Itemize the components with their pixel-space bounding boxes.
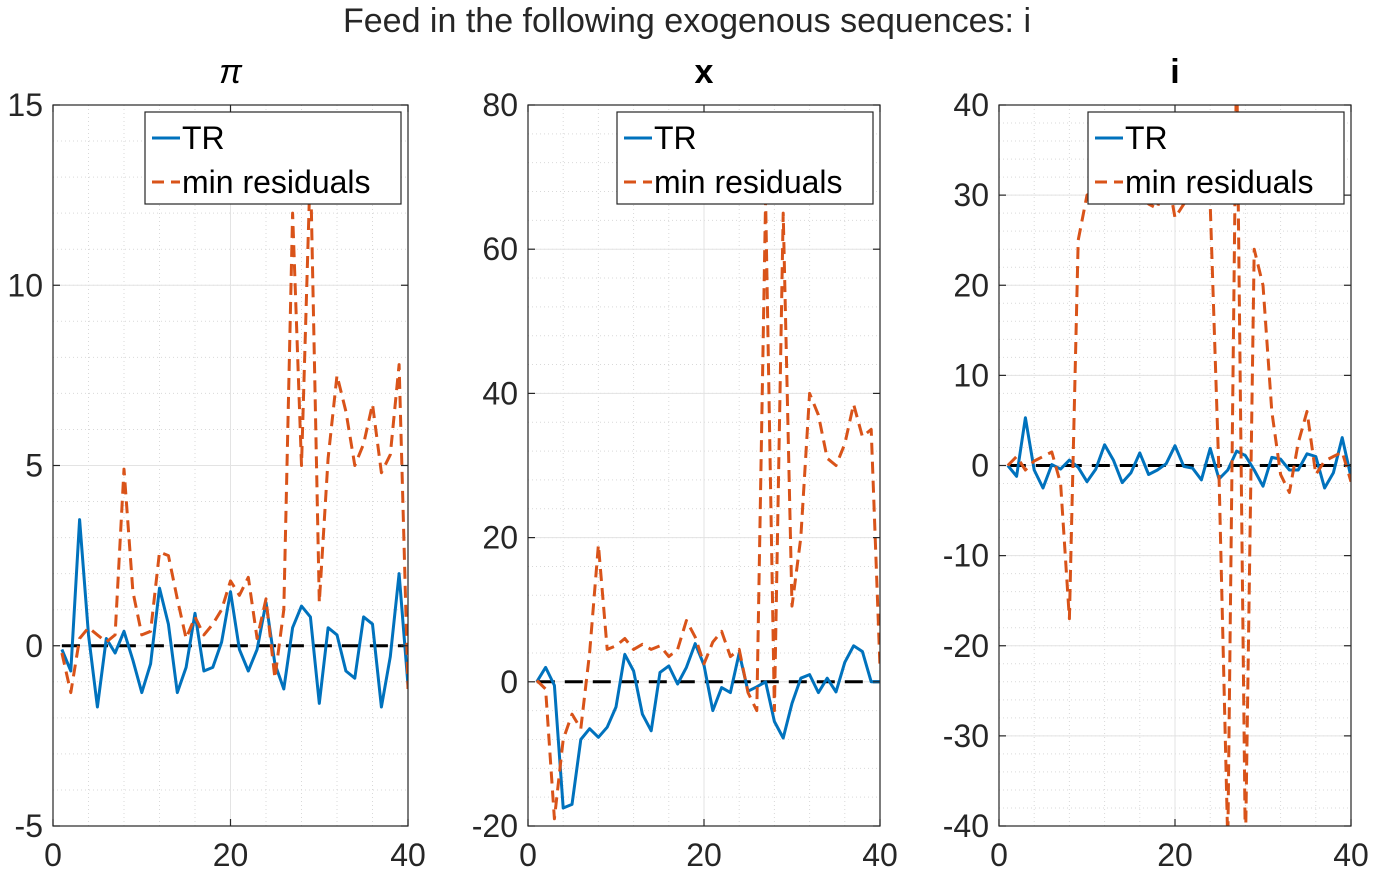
series-group <box>1006 105 1351 826</box>
y-tick-label: -20 <box>472 808 518 844</box>
y-tick-label: 10 <box>953 357 989 393</box>
y-tick-label: 30 <box>953 177 989 213</box>
y-tick-label: -5 <box>15 808 43 844</box>
subplot-title: i <box>1170 53 1179 91</box>
y-tick-label: -10 <box>943 538 989 574</box>
subplot-3: 0 20 40 -40 -30 -20 -10 0 10 20 30 40 iTR min residua… <box>943 53 1369 873</box>
x-tick-label: 20 <box>213 837 249 873</box>
series-group <box>60 161 408 709</box>
x-tick-label: 40 <box>1333 837 1369 873</box>
y-tick-label: -40 <box>943 808 989 844</box>
subplot-title: x <box>695 53 714 91</box>
legend-box <box>616 111 874 205</box>
legend-label-tr: TR <box>1125 120 1168 156</box>
y-tick-label: 20 <box>953 267 989 303</box>
y-tick-label: 40 <box>482 375 518 411</box>
series-min-residuals-line <box>60 161 408 695</box>
y-tick-label: 60 <box>482 231 518 267</box>
y-tick-label: 5 <box>25 448 43 484</box>
y-tick-label: 0 <box>500 664 518 700</box>
y-tick-label: -20 <box>943 628 989 664</box>
y-tick-label: 0 <box>971 448 989 484</box>
x-tick-label: 40 <box>390 837 426 873</box>
x-tick-label: 0 <box>990 837 1008 873</box>
x-tick-label: 40 <box>862 837 898 873</box>
y-tick-label: 15 <box>7 87 43 123</box>
x-tick-label: 20 <box>686 837 722 873</box>
legend-label-min-residuals: min residuals <box>654 164 843 200</box>
series-group <box>535 197 880 821</box>
subplot-title: π <box>219 53 243 91</box>
legend-label-min-residuals: min residuals <box>1125 164 1314 200</box>
legend: TR min residuals <box>144 111 402 205</box>
figure-suptitle: Feed in the following exogenous sequence… <box>342 2 1032 40</box>
x-tick-label: 0 <box>44 837 62 873</box>
y-tick-label: 40 <box>953 87 989 123</box>
y-tick-label: 80 <box>482 87 518 123</box>
legend-label-tr: TR <box>654 120 697 156</box>
legend-box <box>1087 111 1345 205</box>
y-tick-label: 20 <box>482 520 518 556</box>
series-tr-line <box>60 518 408 709</box>
legend-box <box>144 111 402 205</box>
y-tick-label: 0 <box>25 628 43 664</box>
series-tr-line <box>535 642 880 810</box>
legend: TR min residuals <box>616 111 874 205</box>
x-tick-label: 20 <box>1157 837 1193 873</box>
y-tick-label: 10 <box>7 267 43 303</box>
legend-label-tr: TR <box>182 120 225 156</box>
series-min-residuals-line <box>1006 105 1351 826</box>
legend-label-min-residuals: min residuals <box>182 164 371 200</box>
y-tick-label: -30 <box>943 718 989 754</box>
x-tick-label: 0 <box>519 837 537 873</box>
legend: TR min residuals <box>1087 111 1345 205</box>
